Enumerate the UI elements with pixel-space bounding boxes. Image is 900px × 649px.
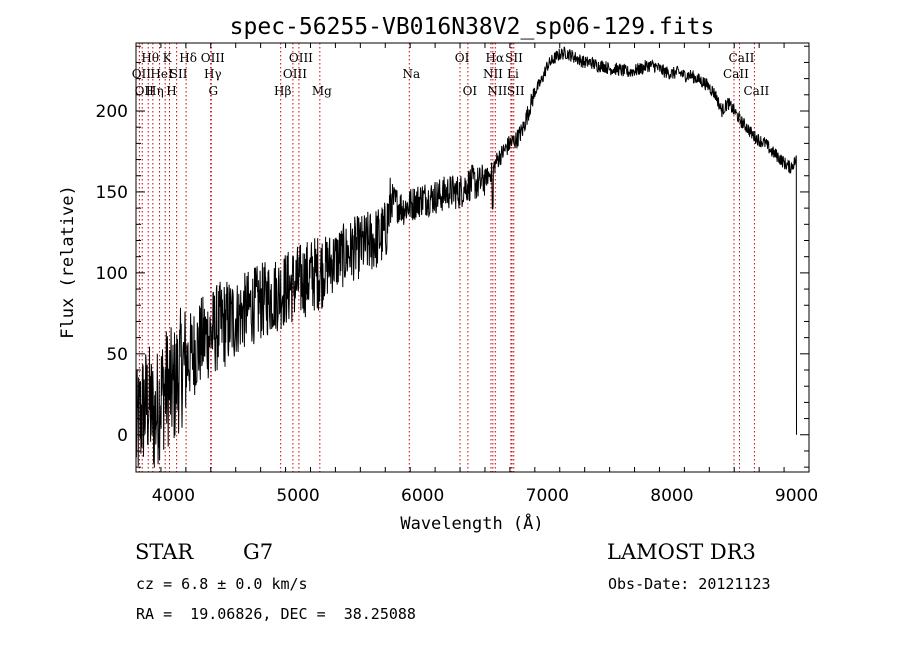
x-axis: 4000 5000 6000 7000 8000 9000 bbox=[135, 43, 818, 506]
ra-dec: RA = 19.06826, DEC = 38.25088 bbox=[136, 605, 416, 623]
survey-name: LAMOST DR3 bbox=[607, 540, 756, 564]
line-label: H bbox=[166, 84, 176, 98]
x-axis-label: Wavelength (Å) bbox=[400, 512, 543, 534]
line-label: SII bbox=[170, 67, 188, 81]
x-tick-label: 9000 bbox=[775, 486, 818, 506]
line-label: Hθ bbox=[141, 51, 159, 65]
line-label: OII bbox=[132, 67, 152, 81]
y-tick-label: 50 bbox=[106, 345, 128, 365]
line-label: K bbox=[163, 51, 173, 65]
line-label: OI bbox=[463, 84, 478, 98]
line-label: Hβ bbox=[274, 84, 291, 98]
line-label: Li bbox=[507, 67, 519, 81]
y-tick-label: 0 bbox=[117, 426, 128, 446]
line-label: G bbox=[208, 84, 218, 98]
line-label: Hδ bbox=[179, 51, 197, 65]
line-label: CaII bbox=[729, 51, 755, 65]
observation-date: Obs-Date: 20121123 bbox=[608, 575, 771, 593]
chart-title: spec-56255-VB016N38V2_sp06-129.fits bbox=[230, 14, 715, 40]
object-class: STAR bbox=[135, 540, 194, 564]
y-axis-label: Flux (relative) bbox=[58, 185, 78, 339]
line-label: Hα bbox=[486, 51, 505, 65]
plot-frame bbox=[135, 42, 810, 473]
line-label: OIII bbox=[289, 51, 313, 65]
y-tick-label: 150 bbox=[96, 183, 128, 203]
line-label: SII bbox=[507, 84, 525, 98]
line-label: HeI bbox=[150, 67, 173, 81]
line-label: Hγ bbox=[204, 67, 222, 81]
line-label: NII bbox=[487, 84, 507, 98]
line-label: CaII bbox=[723, 67, 749, 81]
object-subclass: G7 bbox=[243, 540, 274, 564]
y-tick-label: 100 bbox=[96, 264, 128, 284]
x-tick-label: 6000 bbox=[401, 486, 444, 506]
line-label: OI bbox=[455, 51, 470, 65]
redshift-velocity: cz = 6.8 ± 0.0 km/s bbox=[136, 575, 308, 593]
line-label: CaII bbox=[743, 84, 769, 98]
line-label: Hη bbox=[146, 84, 164, 98]
x-tick-label: 5000 bbox=[276, 486, 319, 506]
line-label: NII bbox=[483, 67, 503, 81]
spectrum-line bbox=[135, 46, 797, 468]
y-tick-label: 200 bbox=[96, 102, 128, 122]
x-tick-label: 8000 bbox=[650, 486, 693, 506]
line-label: Mg bbox=[312, 84, 332, 98]
line-label: OIII bbox=[201, 51, 225, 65]
line-label: Na bbox=[402, 67, 420, 81]
line-label: SII bbox=[505, 51, 523, 65]
x-tick-label: 7000 bbox=[526, 486, 569, 506]
y-axis: 0 50 100 150 200 bbox=[96, 45, 809, 468]
x-tick-label: 4000 bbox=[152, 486, 195, 506]
spectrum-series bbox=[135, 46, 797, 468]
line-label: OIII bbox=[283, 67, 307, 81]
